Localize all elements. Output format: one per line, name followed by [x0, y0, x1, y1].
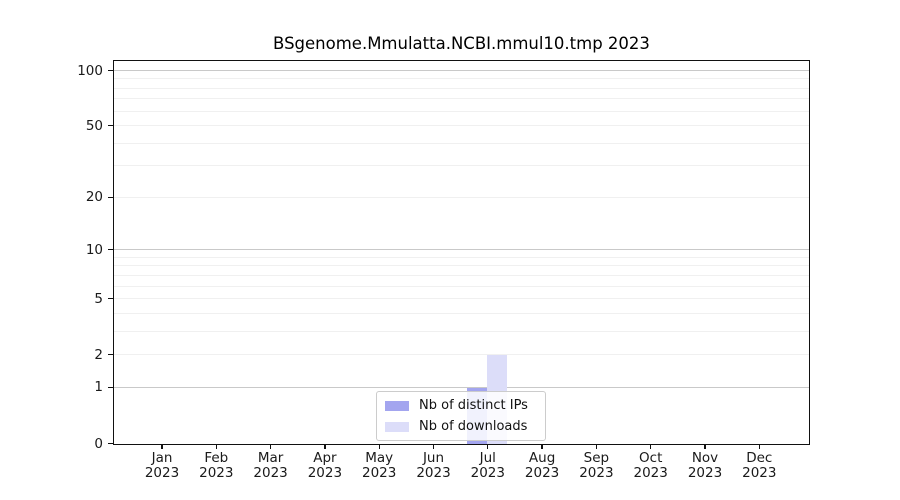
- x-tick-label: Feb 2023: [184, 451, 248, 481]
- x-tick-label-year: 2023: [307, 465, 343, 481]
- major-gridline: [114, 249, 809, 251]
- minor-gridline: [114, 274, 809, 276]
- x-tick-label-month: Jun: [422, 450, 445, 466]
- x-tick-label-year: 2023: [144, 465, 180, 481]
- minor-gridline: [114, 87, 809, 89]
- y-tick-label: 2: [94, 346, 103, 363]
- y-tick-label: 1: [94, 379, 103, 396]
- plot-area: [113, 60, 810, 445]
- x-tick-label-month: Jan: [151, 450, 173, 466]
- y-tick-label: 0: [94, 435, 103, 452]
- x-tick-label-year: 2023: [687, 465, 723, 481]
- x-tick-label-month: Sep: [583, 450, 610, 466]
- y-tick-label: 10: [85, 241, 103, 258]
- x-tick-label: Dec 2023: [727, 451, 791, 481]
- minor-gridline: [114, 165, 809, 167]
- x-tick-label: Mar 2023: [239, 451, 303, 481]
- x-tick-label-month: Dec: [746, 450, 773, 466]
- x-tick-label: Aug 2023: [510, 451, 574, 481]
- x-tick-label-year: 2023: [470, 465, 505, 481]
- x-tick-label-month: May: [365, 450, 394, 466]
- x-tick-label: Jan 2023: [130, 451, 194, 481]
- minor-gridline: [114, 142, 809, 144]
- major-gridline: [114, 70, 809, 71]
- minor-gridline: [114, 330, 809, 332]
- x-tick-label-month: Nov: [691, 450, 719, 466]
- x-tick-label-year: 2023: [253, 465, 288, 481]
- x-tick-label-year: 2023: [416, 465, 451, 481]
- x-tick-label: Apr 2023: [293, 451, 357, 481]
- major-gridline: [114, 386, 809, 388]
- legend-swatch-downloads: [385, 421, 409, 432]
- x-tick-label-year: 2023: [362, 465, 397, 481]
- x-tick-label: Jul 2023: [456, 451, 520, 481]
- x-tick-label-month: Aug: [528, 450, 556, 466]
- legend-item-distinct-ips: Nb of distinct IPs: [385, 397, 537, 414]
- y-tick-label: 100: [77, 62, 103, 79]
- x-tick-label-year: 2023: [579, 465, 614, 481]
- minor-gridline: [114, 265, 809, 267]
- x-tick-label-month: Apr: [313, 450, 337, 466]
- x-tick-label: May 2023: [347, 451, 411, 481]
- x-tick-label: Oct 2023: [619, 451, 683, 481]
- minor-gridline: [114, 298, 809, 300]
- legend-swatch-distinct-ips: [385, 400, 409, 411]
- minor-gridline: [114, 110, 809, 112]
- x-tick-label-month: Oct: [639, 450, 663, 466]
- y-tick-label: 50: [85, 117, 103, 134]
- x-tick-label-month: Feb: [204, 450, 229, 466]
- y-tick-label: 5: [94, 290, 103, 307]
- x-tick-label-year: 2023: [199, 465, 234, 481]
- minor-gridline: [114, 256, 809, 258]
- x-tick-label: Jun 2023: [402, 451, 466, 481]
- legend-label: Nb of downloads: [419, 418, 528, 434]
- x-tick-label-year: 2023: [633, 465, 668, 481]
- minor-gridline: [114, 354, 809, 356]
- x-tick-label-year: 2023: [742, 465, 777, 481]
- x-tick-label: Nov 2023: [673, 451, 737, 481]
- minor-gridline: [114, 125, 809, 127]
- minor-gridline: [114, 98, 809, 100]
- x-tick-label-month: Mar: [257, 450, 284, 466]
- minor-gridline: [114, 285, 809, 287]
- x-tick-label: Sep 2023: [564, 451, 628, 481]
- chart-title: BSgenome.Mmulatta.NCBI.mmul10.tmp 2023: [273, 34, 650, 53]
- minor-gridline: [114, 312, 809, 314]
- x-tick-label-year: 2023: [524, 465, 560, 481]
- minor-gridline: [114, 196, 809, 198]
- legend-label: Nb of distinct IPs: [419, 397, 528, 413]
- y-tick-label: 20: [85, 189, 103, 206]
- legend: Nb of distinct IPs Nb of downloads: [376, 391, 546, 441]
- minor-gridline: [114, 78, 809, 80]
- x-tick-label-month: Jul: [479, 450, 496, 466]
- legend-item-downloads: Nb of downloads: [385, 418, 537, 435]
